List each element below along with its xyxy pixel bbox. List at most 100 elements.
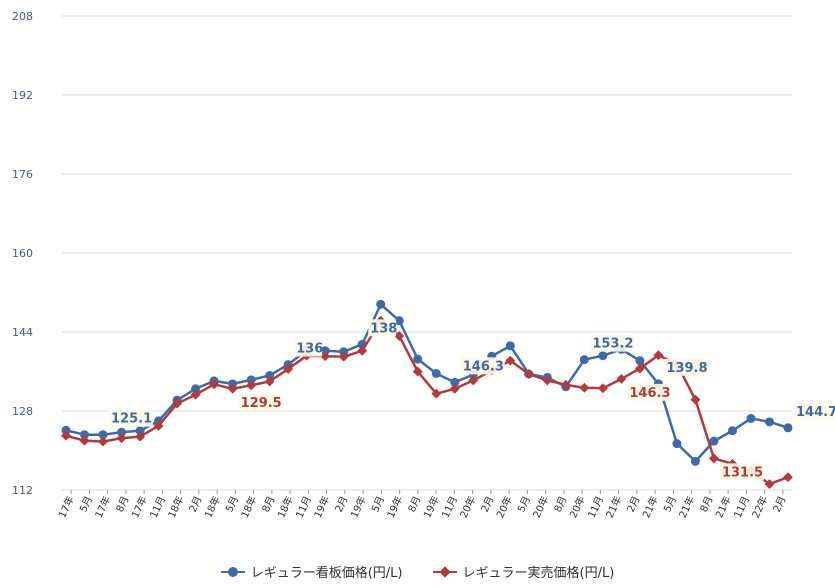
y-tick-label: 112 (12, 484, 33, 497)
point-actual (338, 351, 349, 362)
x-tick-label: 11月 (586, 494, 606, 520)
point-actual (357, 345, 368, 356)
x-tick-label: 5月 (515, 494, 533, 514)
point-actual (172, 398, 183, 409)
y-tick-label: 144 (12, 326, 33, 339)
point-actual (283, 364, 294, 374)
x-tick-label: 8月 (114, 494, 132, 514)
x-tick-label: 18年 (165, 494, 186, 520)
point-actual (616, 373, 627, 384)
y-tick-label: 208 (12, 10, 33, 23)
y-tick-label: 176 (12, 168, 33, 181)
point-actual (708, 453, 719, 464)
point-signboard (598, 351, 608, 361)
x-tick-label: 19年 (420, 494, 441, 520)
point-actual (227, 383, 238, 394)
point-signboard (265, 370, 275, 380)
point-signboard (246, 375, 256, 385)
data-label: 136 (296, 342, 323, 357)
x-tick-label: 20年 (566, 494, 587, 520)
x-tick-label: 17年 (92, 494, 113, 520)
point-actual (246, 380, 257, 391)
point-signboard (727, 426, 737, 436)
data-label-bg (664, 358, 709, 376)
data-label: 131.5 (722, 465, 763, 480)
point-actual (468, 375, 479, 386)
point-actual (412, 366, 423, 377)
data-label-bg (590, 334, 635, 352)
data-label-bg (238, 393, 283, 411)
x-tick-label: 22年 (749, 494, 770, 520)
point-signboard (320, 346, 330, 356)
y-tick-label: 192 (12, 89, 33, 102)
point-actual (764, 479, 775, 490)
legend-item-actual[interactable]: レギュラー実売価格(円/L) (432, 562, 615, 581)
point-actual (190, 389, 201, 400)
y-tick-label: 160 (12, 247, 33, 260)
x-tick-label: 21年 (603, 494, 624, 520)
point-actual (153, 420, 164, 431)
x-tick-label: 5月 (369, 494, 387, 514)
data-label: 144.7 (796, 405, 835, 420)
y-tick-label: 128 (12, 405, 33, 418)
data-label: 146.3 (629, 386, 670, 401)
point-signboard (709, 436, 719, 446)
point-signboard (579, 355, 589, 365)
x-tick-label: 2月 (187, 494, 205, 514)
data-label: 146.3 (463, 359, 504, 374)
x-tick-label: 8月 (260, 494, 278, 514)
data-label: 129.5 (241, 396, 282, 411)
x-tick-label: 2月 (771, 494, 789, 514)
point-actual (560, 379, 571, 390)
legend-label-actual: レギュラー実売価格(円/L) (462, 566, 615, 581)
data-label-bg (109, 409, 154, 427)
x-tick-label: 20年 (530, 494, 551, 520)
point-signboard (394, 316, 404, 326)
data-label-bg (794, 402, 835, 420)
point-actual (320, 351, 331, 362)
point-actual (505, 355, 516, 366)
chart-legend: レギュラー看板価格(円/L) レギュラー実売価格(円/L) (0, 562, 835, 581)
data-label-bg (294, 339, 323, 357)
point-signboard (376, 299, 386, 309)
point-signboard (690, 456, 700, 466)
point-signboard (98, 430, 108, 440)
point-actual (597, 383, 608, 394)
x-tick-label: 11月 (148, 494, 168, 520)
point-actual (634, 363, 645, 374)
x-tick-label: 5月 (223, 494, 241, 514)
point-actual (542, 375, 553, 386)
point-actual (264, 376, 275, 387)
point-signboard (80, 430, 90, 440)
x-tick-label: 19年 (384, 494, 405, 520)
x-tick-label: 5月 (661, 494, 679, 514)
data-label: 153.2 (592, 337, 633, 352)
point-actual (523, 369, 534, 379)
point-actual (579, 382, 590, 393)
point-signboard (672, 439, 682, 449)
x-tick-label: 20年 (457, 494, 478, 520)
point-signboard (450, 377, 460, 387)
x-tick-label: 18年 (238, 494, 259, 520)
data-label-bg (627, 383, 672, 401)
point-signboard (764, 417, 774, 427)
point-signboard (505, 341, 515, 351)
point-actual (209, 379, 220, 390)
point-actual (690, 394, 701, 405)
legend-item-signboard[interactable]: レギュラー看板価格(円/L) (220, 562, 403, 581)
point-actual (394, 331, 405, 341)
point-signboard (746, 413, 756, 423)
point-actual (783, 472, 793, 483)
point-signboard (135, 426, 145, 436)
x-tick-label: 11月 (440, 494, 460, 520)
x-tick-label: 8月 (552, 494, 570, 514)
x-tick-label: 2月 (333, 494, 351, 514)
point-signboard (413, 354, 423, 364)
x-tick-label: 5月 (77, 494, 95, 514)
series-line-1 (65, 303, 789, 463)
x-tick-label: 20年 (493, 494, 514, 520)
x-tick-label: 11月 (294, 494, 314, 520)
point-actual (431, 388, 442, 399)
point-signboard (61, 425, 71, 435)
